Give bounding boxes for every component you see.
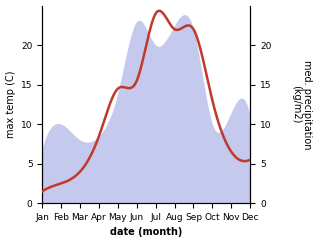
Y-axis label: max temp (C): max temp (C) [5, 71, 16, 138]
X-axis label: date (month): date (month) [110, 227, 183, 237]
Y-axis label: med. precipitation
(kg/m2): med. precipitation (kg/m2) [291, 60, 313, 149]
